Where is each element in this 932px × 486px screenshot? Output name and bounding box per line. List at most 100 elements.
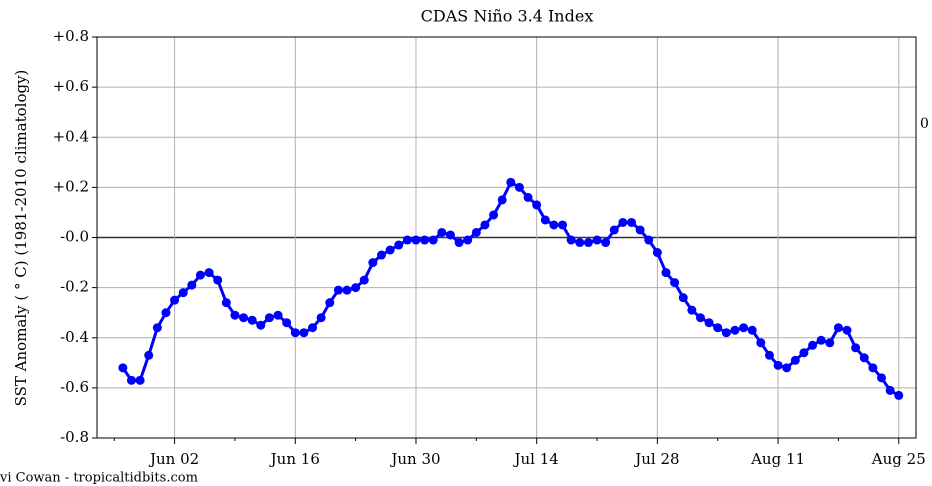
x-tick-label: Jun 30 bbox=[389, 450, 440, 468]
data-point bbox=[420, 235, 430, 245]
data-point bbox=[152, 323, 162, 333]
data-point bbox=[118, 363, 128, 373]
y-tick-label: -0.2 bbox=[60, 278, 89, 296]
data-point bbox=[583, 238, 593, 248]
y-tick-label: -0.8 bbox=[60, 428, 89, 446]
data-point bbox=[644, 235, 654, 245]
data-point bbox=[739, 323, 749, 333]
data-point bbox=[868, 363, 878, 373]
right-label: 0 bbox=[920, 116, 929, 132]
data-point bbox=[437, 227, 447, 237]
data-point bbox=[282, 318, 292, 328]
x-tick-label: Jun 02 bbox=[148, 450, 199, 468]
data-point bbox=[195, 270, 205, 280]
data-point bbox=[368, 258, 378, 268]
data-point bbox=[894, 390, 904, 400]
data-point bbox=[299, 328, 309, 338]
data-point bbox=[316, 313, 326, 323]
data-point bbox=[480, 220, 490, 230]
data-line bbox=[121, 180, 900, 397]
data-point bbox=[558, 220, 568, 230]
y-tick-label: -0.0 bbox=[60, 228, 89, 246]
data-point bbox=[609, 225, 619, 235]
data-point bbox=[325, 298, 335, 308]
data-point bbox=[394, 240, 404, 250]
data-point bbox=[506, 177, 516, 187]
data-point bbox=[333, 285, 343, 295]
data-point bbox=[808, 340, 818, 350]
y-tick-label: -0.4 bbox=[60, 328, 89, 346]
data-point bbox=[213, 275, 223, 285]
data-point bbox=[566, 235, 576, 245]
y-tick-label: +0.6 bbox=[53, 77, 89, 95]
data-point bbox=[273, 310, 283, 320]
data-point bbox=[376, 250, 386, 260]
x-tick-label: Jul 14 bbox=[513, 450, 559, 468]
data-point bbox=[635, 225, 645, 235]
data-point bbox=[144, 350, 154, 360]
data-point bbox=[618, 217, 628, 227]
data-point bbox=[652, 248, 662, 258]
data-point bbox=[342, 285, 352, 295]
data-point bbox=[230, 310, 240, 320]
data-point bbox=[601, 238, 611, 248]
data-point bbox=[187, 280, 197, 290]
data-point bbox=[170, 295, 180, 305]
data-point bbox=[713, 323, 723, 333]
data-point bbox=[471, 227, 481, 237]
data-point bbox=[885, 385, 895, 395]
data-point bbox=[161, 308, 171, 318]
data-point bbox=[256, 320, 266, 330]
data-point bbox=[773, 360, 783, 370]
data-point bbox=[411, 235, 421, 245]
y-tick-label: -0.6 bbox=[60, 378, 89, 396]
data-point bbox=[514, 182, 524, 192]
data-point bbox=[833, 323, 843, 333]
data-point bbox=[308, 323, 318, 333]
data-point bbox=[523, 192, 533, 202]
data-point bbox=[661, 268, 671, 278]
chart-title: CDAS Niño 3.4 Index bbox=[421, 7, 594, 26]
x-tick-label: Jul 28 bbox=[633, 450, 679, 468]
x-tick-label: Aug 11 bbox=[750, 450, 805, 468]
data-point bbox=[489, 210, 499, 220]
data-point bbox=[799, 348, 809, 358]
data-point bbox=[247, 315, 257, 325]
y-tick-label: +0.8 bbox=[53, 27, 89, 45]
data-point bbox=[782, 363, 792, 373]
data-point bbox=[178, 288, 188, 298]
plot-frame bbox=[96, 36, 917, 439]
data-point bbox=[204, 268, 214, 278]
data-point bbox=[842, 325, 852, 335]
data-point bbox=[290, 328, 300, 338]
data-point bbox=[695, 313, 705, 323]
data-point bbox=[756, 338, 766, 348]
data-point bbox=[126, 375, 136, 385]
data-point bbox=[575, 238, 585, 248]
data-point bbox=[359, 275, 369, 285]
data-point bbox=[351, 283, 361, 293]
data-point bbox=[532, 200, 542, 210]
data-point bbox=[687, 305, 697, 315]
data-point bbox=[627, 217, 637, 227]
data-point bbox=[221, 298, 231, 308]
data-point bbox=[764, 350, 774, 360]
data-point bbox=[497, 195, 507, 205]
data-point bbox=[592, 235, 602, 245]
data-point bbox=[670, 278, 680, 288]
data-point bbox=[445, 230, 455, 240]
data-point bbox=[877, 373, 887, 383]
data-point bbox=[264, 313, 274, 323]
data-point bbox=[239, 313, 249, 323]
data-point bbox=[402, 235, 412, 245]
data-point bbox=[747, 325, 757, 335]
data-point bbox=[816, 335, 826, 345]
data-point bbox=[135, 375, 145, 385]
data-point bbox=[825, 338, 835, 348]
data-point bbox=[678, 293, 688, 303]
data-point bbox=[454, 238, 464, 248]
data-point bbox=[463, 235, 473, 245]
y-tick-label: +0.2 bbox=[53, 177, 89, 195]
